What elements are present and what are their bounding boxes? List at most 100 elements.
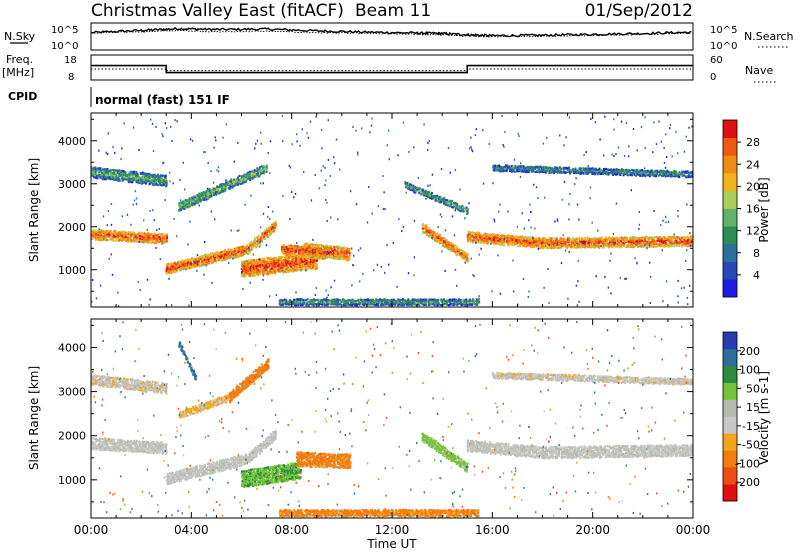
echo-cell [681, 243, 684, 246]
echo-cell [244, 259, 247, 262]
echo-cell [92, 229, 95, 232]
echo-cell [439, 195, 441, 199]
echo-cell [214, 192, 217, 195]
echo-cell [463, 251, 466, 254]
echo-cell [112, 232, 115, 235]
echo-cell [347, 298, 350, 302]
echo-cell [193, 265, 196, 268]
echo-cell [567, 166, 570, 169]
echo-cell [492, 241, 495, 244]
echo-cell [247, 251, 250, 254]
echo-cell [685, 238, 687, 241]
echo-cell [115, 178, 117, 181]
echo-cell [438, 235, 441, 238]
echo-cell [462, 256, 465, 260]
echo-cell [181, 263, 184, 266]
echo-cell [190, 198, 193, 201]
echo-cell [319, 247, 322, 250]
echo-cell [462, 299, 465, 302]
echo-cell [328, 253, 331, 256]
echo-cell [431, 230, 434, 233]
echo-cell [269, 269, 272, 272]
echo-cell [127, 178, 130, 182]
echo-cell [416, 186, 419, 189]
echo-cell [490, 239, 493, 242]
echo-cell [282, 303, 285, 306]
echo-cell [355, 302, 357, 305]
echo-cell [602, 243, 605, 246]
echo-cell [540, 167, 543, 170]
echo-cell [514, 243, 516, 247]
echo-cell [623, 240, 626, 243]
echo-cell [650, 169, 653, 172]
echo-cell [252, 264, 255, 268]
echo-cell [508, 167, 511, 170]
echo-cell [107, 171, 110, 174]
echo-cell [437, 301, 440, 305]
echo-cell [448, 203, 451, 206]
echo-cell [594, 239, 597, 242]
echo-cell [163, 236, 165, 239]
echo-cell [94, 168, 97, 171]
echo-cell [305, 242, 308, 245]
echo-cell [580, 167, 583, 170]
echo-cell [256, 269, 258, 272]
echo-cell [572, 241, 575, 244]
echo-cell [529, 241, 531, 244]
echo-cell [591, 167, 594, 170]
echo-cell [458, 298, 461, 301]
echo-cell [131, 176, 134, 179]
echo-cell [251, 172, 254, 175]
echo-cell [673, 243, 675, 246]
echo-cell [616, 236, 619, 239]
echo-cell [192, 263, 195, 266]
echo-cell [638, 239, 641, 242]
echo-cell [535, 243, 538, 247]
echo-cell [552, 167, 555, 170]
echo-cell [425, 226, 428, 229]
echo-cell [259, 243, 262, 246]
echo-cell [582, 241, 585, 244]
echo-cell [254, 241, 257, 244]
echo-cell [596, 237, 599, 240]
echo-cell [474, 233, 476, 236]
echo-cell [524, 245, 527, 248]
echo-cell [552, 239, 555, 242]
echo-cell [103, 170, 106, 173]
echo-cell [243, 250, 246, 253]
echo-cell [586, 172, 589, 175]
echo-cell [216, 251, 219, 254]
echo-cell [687, 240, 690, 243]
echo-cell [522, 165, 525, 168]
echo-cell [166, 266, 169, 269]
echo-cell [306, 298, 309, 301]
echo-cell [141, 172, 144, 176]
echo-cell [636, 172, 639, 175]
echo-cell [295, 259, 298, 262]
echo-cell [267, 256, 270, 260]
echo-cell [690, 244, 693, 247]
echo-cell [679, 238, 682, 241]
echo-cell [249, 178, 252, 181]
echo-cell [366, 301, 369, 304]
echo-cell [454, 204, 457, 207]
echo-cell [577, 171, 580, 174]
echo-cell [205, 194, 207, 198]
echo-cell [422, 298, 425, 301]
echo-cell [279, 269, 282, 272]
echo-cell [104, 232, 107, 235]
echo-cell [422, 227, 424, 230]
echo-cell [444, 300, 447, 303]
echo-cell [163, 174, 166, 177]
echo-cell [222, 256, 225, 259]
freq-left-tick-low: 8 [68, 72, 74, 83]
echo-cell [601, 241, 604, 244]
echo-cell [301, 261, 304, 264]
echo-cell [442, 237, 445, 240]
echo-cell [208, 188, 211, 191]
echo-cell [150, 181, 153, 184]
echo-cell [517, 242, 520, 245]
echo-cell [517, 237, 520, 240]
echo-cell [537, 167, 540, 170]
echo-cell [129, 233, 132, 236]
